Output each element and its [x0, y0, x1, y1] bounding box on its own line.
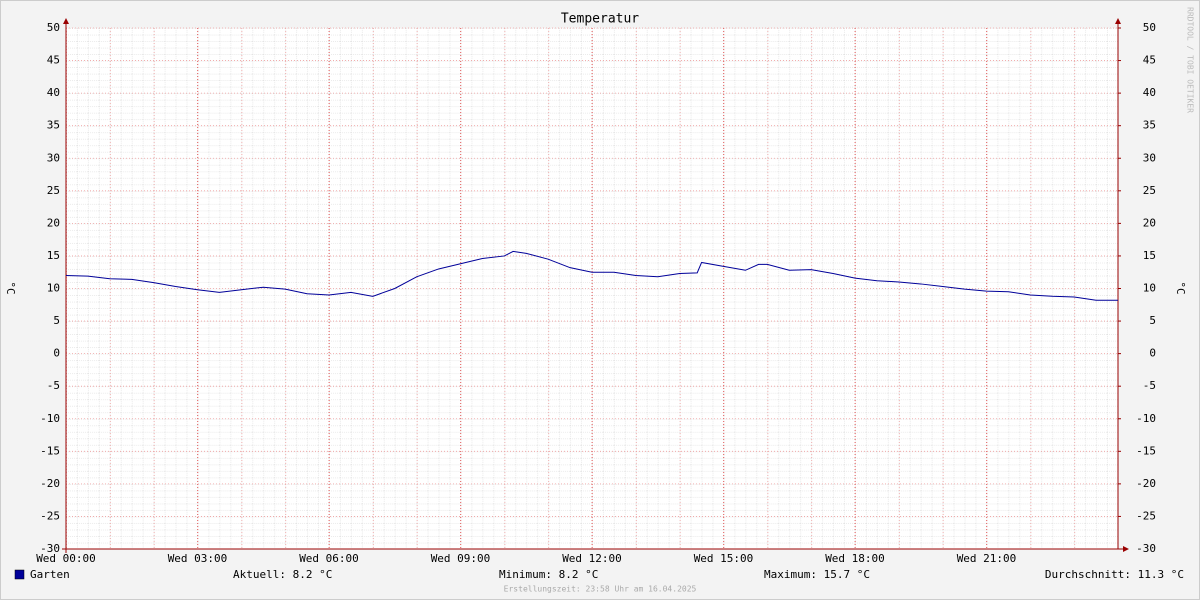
x-tick-label: Wed 12:00	[562, 552, 622, 565]
y-tick-label: 5	[53, 314, 60, 327]
stat: Maximum: 15.7 °C	[764, 568, 870, 581]
y2-tick-label: 40	[1143, 86, 1156, 99]
legend-swatch	[14, 569, 25, 580]
stat: Aktuell: 8.2 °C	[233, 568, 332, 581]
y2-tick-label: 45	[1143, 54, 1156, 67]
y2-tick-label: 15	[1143, 249, 1156, 262]
stat: Durchschnitt: 11.3 °C	[1045, 568, 1184, 581]
y-tick-label: 0	[53, 347, 60, 360]
y-tick-label: -30	[40, 542, 60, 555]
stat: Minimum: 8.2 °C	[499, 568, 598, 581]
y2-tick-label: 30	[1143, 151, 1156, 164]
x-tick-label: Wed 03:00	[168, 552, 228, 565]
y-tick-label: -20	[40, 477, 60, 490]
y-tick-label: -25	[40, 509, 60, 522]
y-axis-label: °C	[4, 281, 17, 294]
y2-tick-label: 20	[1143, 216, 1156, 229]
y-tick-label: -10	[40, 412, 60, 425]
y2-tick-label: -10	[1136, 412, 1156, 425]
y-tick-label: 15	[47, 249, 60, 262]
x-tick-label: Wed 06:00	[299, 552, 359, 565]
legend-label: Garten	[30, 568, 70, 581]
y-tick-label: -15	[40, 444, 60, 457]
watermark: RRDTOOL / TOBI OETIKER	[1186, 7, 1195, 113]
series-line	[65, 250, 1118, 301]
x-tick-label: Wed 15:00	[694, 552, 754, 565]
x-tick-label: Wed 21:00	[957, 552, 1017, 565]
y-tick-label: 50	[47, 21, 60, 34]
y-tick-label: 30	[47, 151, 60, 164]
x-tick-label: Wed 09:00	[431, 552, 491, 565]
y2-axis-label: °C	[1174, 281, 1187, 294]
y2-tick-label: -30	[1136, 542, 1156, 555]
y2-tick-label: 35	[1143, 119, 1156, 132]
y-tick-label: 45	[47, 54, 60, 67]
y2-tick-label: -20	[1136, 477, 1156, 490]
y-tick-label: 10	[47, 282, 60, 295]
y-tick-label: 20	[47, 216, 60, 229]
chart-title: Temperatur	[561, 12, 639, 27]
y-tick-label: 25	[47, 184, 60, 197]
y-tick-label: 35	[47, 119, 60, 132]
x-tick-label: Wed 18:00	[825, 552, 885, 565]
y2-tick-label: 0	[1149, 347, 1156, 360]
footer: Erstellungszeit: 23:58 Uhr am 16.04.2025	[504, 585, 697, 594]
x-tick-label: Wed 00:00	[36, 552, 96, 565]
y2-tick-label: 50	[1143, 21, 1156, 34]
y-tick-label: 40	[47, 86, 60, 99]
y2-tick-label: -5	[1143, 379, 1156, 392]
y-tick-label: -5	[47, 379, 60, 392]
y2-tick-label: 10	[1143, 282, 1156, 295]
y2-tick-label: 25	[1143, 184, 1156, 197]
y2-tick-label: -25	[1136, 509, 1156, 522]
y2-tick-label: -15	[1136, 444, 1156, 457]
y2-tick-label: 5	[1149, 314, 1156, 327]
axis	[62, 22, 1124, 553]
